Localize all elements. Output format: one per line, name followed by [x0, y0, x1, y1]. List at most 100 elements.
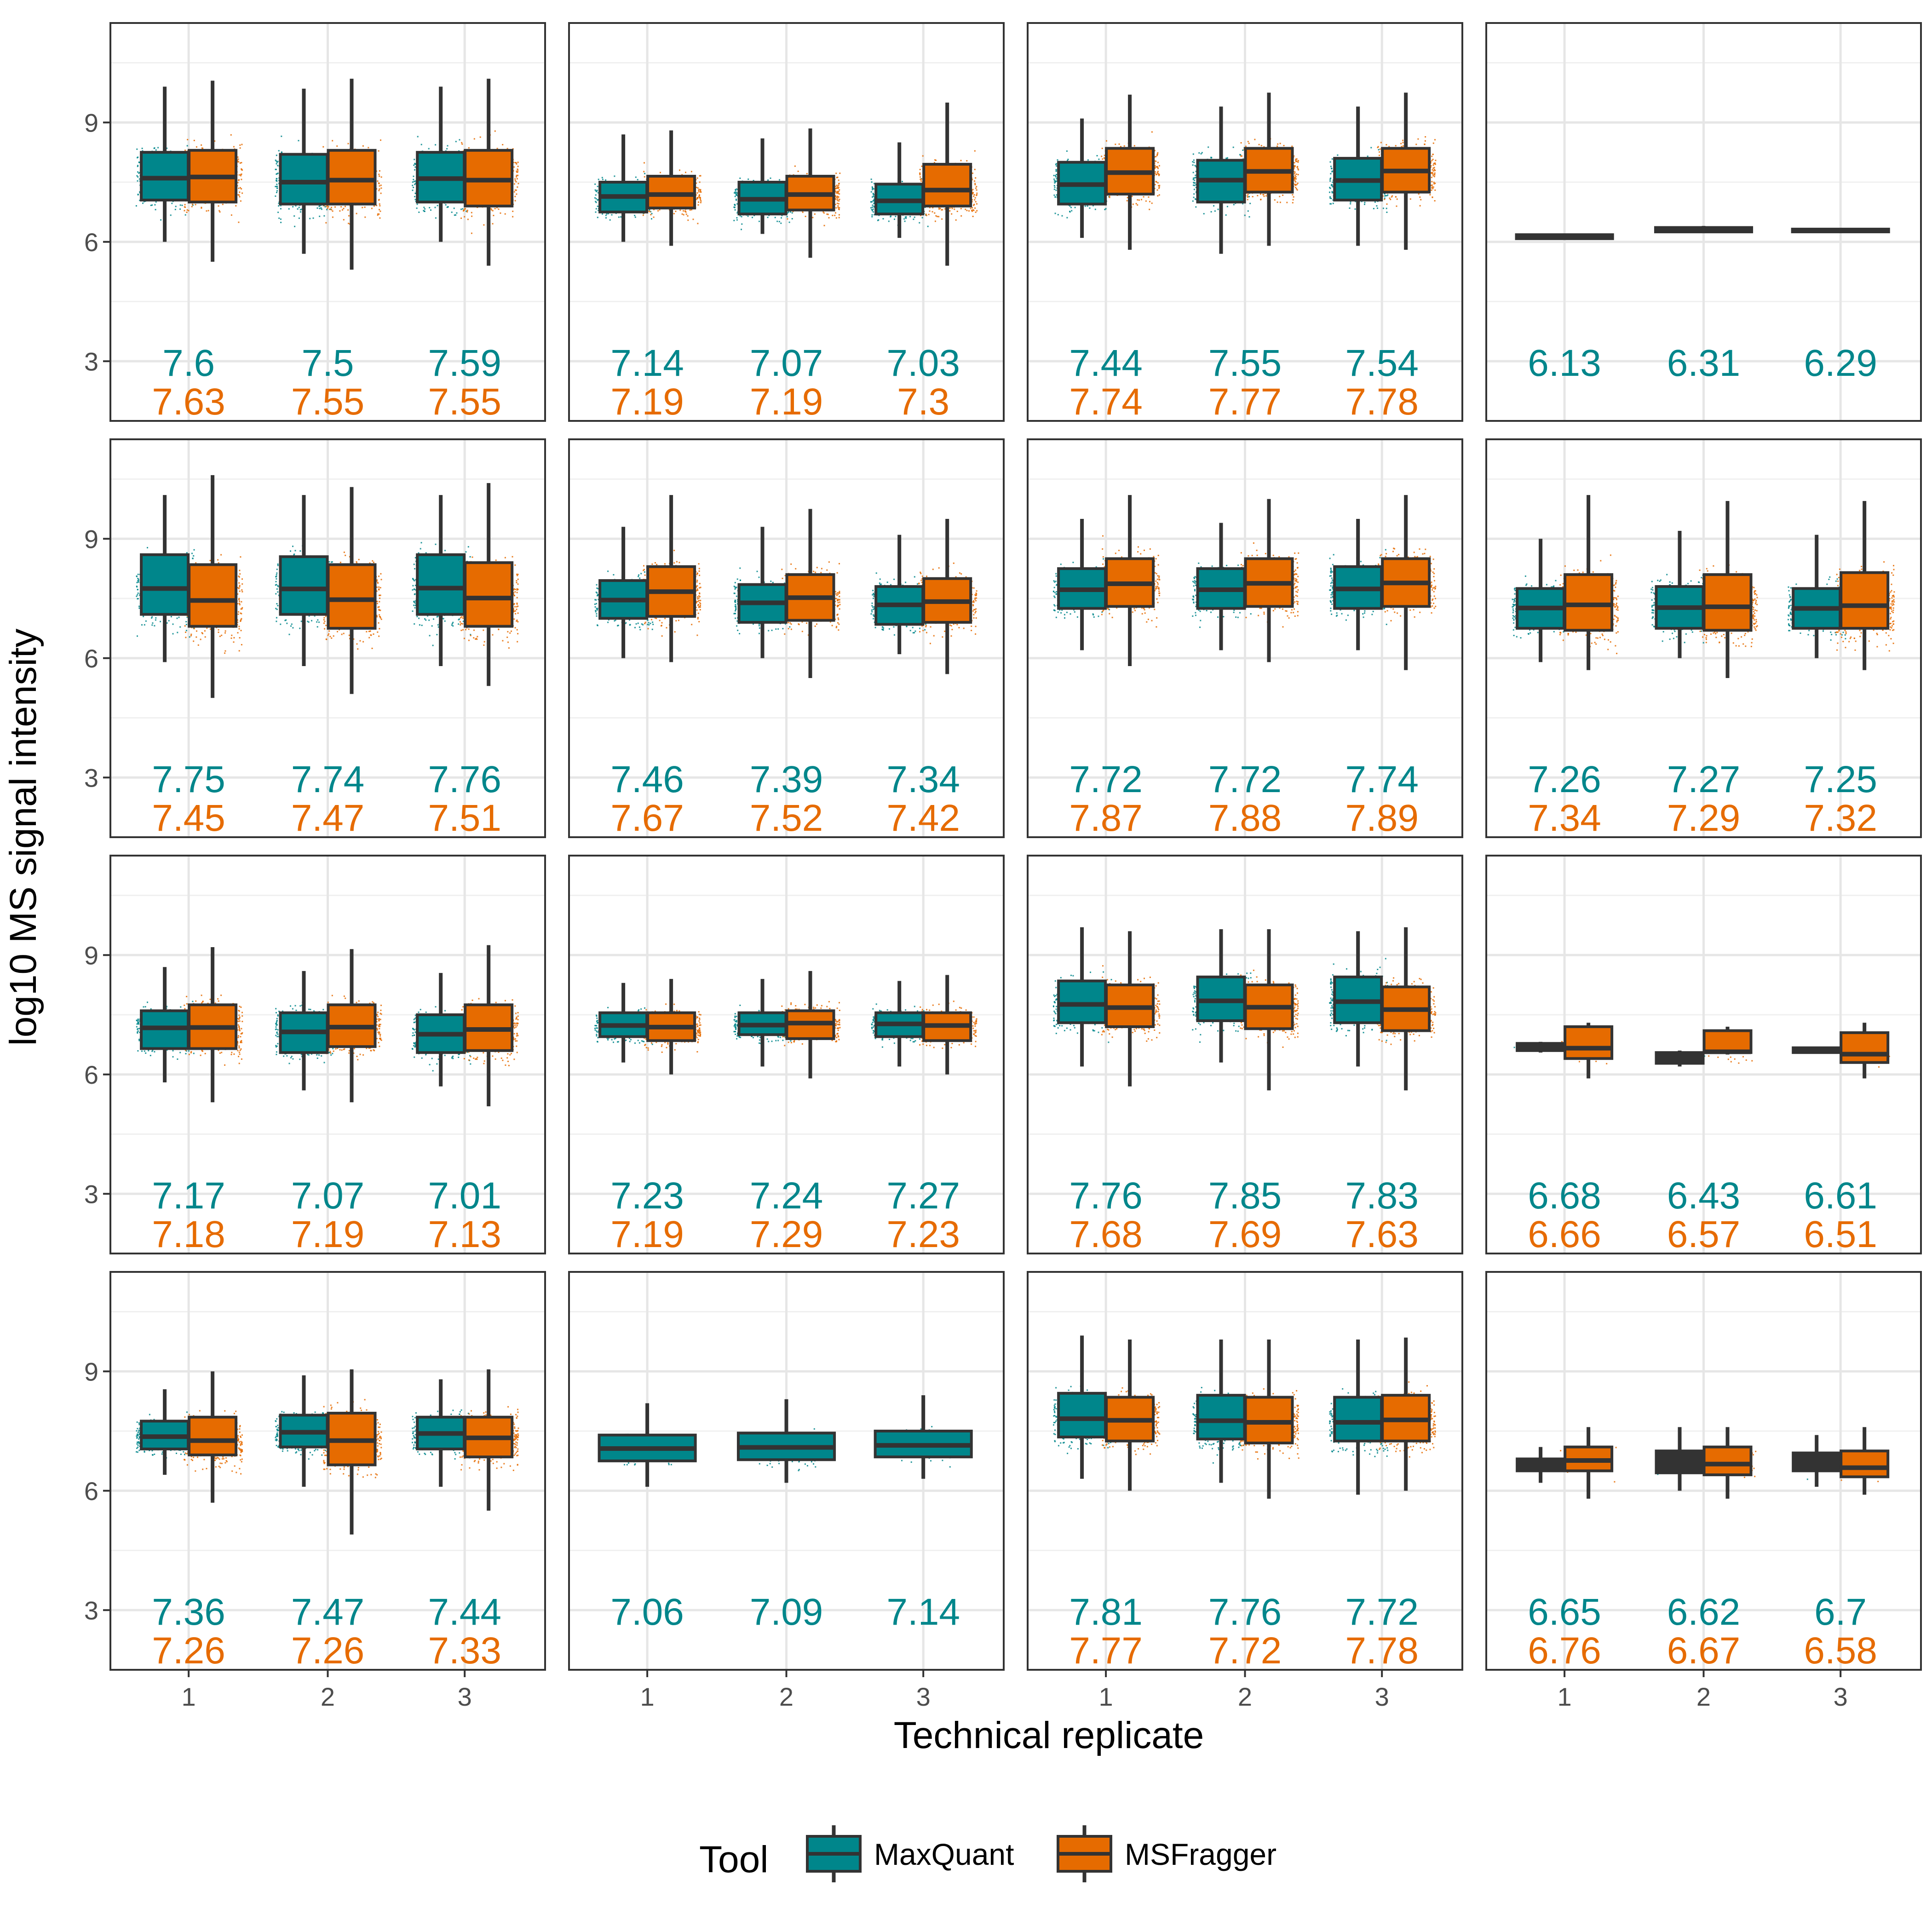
data-point: [974, 150, 976, 152]
data-point: [377, 180, 379, 182]
data-point: [467, 218, 469, 220]
data-point: [380, 192, 382, 194]
data-point: [377, 214, 379, 216]
data-point: [464, 216, 466, 218]
data-point: [428, 148, 430, 150]
data-point: [239, 191, 241, 193]
data-point: [336, 145, 338, 147]
data-point: [838, 217, 840, 218]
data-point: [871, 214, 873, 216]
data-point: [155, 201, 157, 203]
data-point: [494, 130, 496, 132]
data-point: [660, 172, 661, 173]
data-point: [735, 193, 736, 195]
data-point: [491, 209, 493, 211]
data-point: [238, 194, 240, 196]
data-point: [788, 211, 789, 213]
data-point: [741, 229, 742, 230]
data-point: [506, 148, 508, 150]
data-point: [348, 223, 349, 224]
data-point: [454, 214, 455, 216]
data-point: [299, 209, 301, 211]
data-point: [238, 174, 240, 176]
data-point: [919, 169, 921, 170]
data-point: [502, 144, 504, 145]
data-point: [455, 214, 457, 216]
data-point: [298, 207, 300, 208]
data-point: [155, 209, 156, 211]
data-point: [675, 210, 677, 212]
data-point: [278, 150, 280, 152]
data-point: [294, 225, 296, 227]
data-point: [434, 207, 436, 208]
data-point: [914, 216, 915, 218]
data-point: [913, 218, 914, 220]
data-point: [280, 218, 282, 220]
data-point: [650, 214, 652, 216]
data-point: [446, 148, 448, 150]
data-point: [242, 192, 243, 194]
data-point: [460, 208, 462, 210]
data-point: [196, 146, 197, 148]
data-point: [424, 208, 426, 210]
data-point: [276, 173, 277, 175]
data-point: [838, 208, 840, 210]
data-point: [206, 210, 207, 212]
data-point: [929, 210, 931, 212]
data-point: [379, 209, 380, 211]
data-point: [515, 162, 517, 164]
data-point: [418, 211, 420, 213]
median-label-maxquant: 7.5: [302, 342, 354, 384]
data-point: [814, 213, 816, 215]
data-point: [490, 208, 492, 210]
data-point: [142, 202, 144, 204]
data-point: [927, 225, 929, 227]
data-point: [839, 207, 840, 209]
data-point: [781, 217, 782, 219]
data-point: [697, 204, 699, 206]
data-point: [239, 196, 241, 198]
data-point: [188, 210, 190, 212]
panel-grid: 7.67.637.57.557.597.557.147.197.077.197.…: [109, 22, 1922, 1672]
data-point: [734, 204, 736, 206]
data-point: [137, 180, 138, 182]
data-point: [498, 208, 500, 210]
data-point: [329, 208, 331, 210]
data-point: [974, 199, 976, 201]
data-point: [512, 161, 514, 163]
data-point: [634, 214, 636, 216]
data-point: [838, 214, 840, 216]
data-point: [412, 190, 414, 191]
data-point: [802, 212, 804, 213]
data-point: [299, 211, 301, 213]
data-point: [919, 222, 920, 224]
data-point: [237, 161, 239, 163]
data-point: [429, 207, 431, 208]
data-point: [195, 204, 196, 206]
data-point: [237, 194, 239, 196]
data-point: [696, 192, 698, 194]
data-point: [699, 194, 700, 196]
data-point: [936, 216, 938, 218]
data-point: [832, 214, 834, 216]
data-point: [288, 208, 290, 210]
data-point: [878, 219, 880, 221]
data-point: [736, 199, 737, 201]
data-point: [137, 157, 138, 159]
data-point: [838, 196, 840, 198]
data-point: [741, 216, 742, 218]
data-point: [597, 199, 598, 201]
data-point: [903, 218, 905, 220]
data-point: [837, 192, 838, 194]
data-point: [191, 206, 193, 207]
data-point: [595, 190, 597, 192]
data-point: [698, 201, 699, 203]
data-point: [378, 199, 380, 201]
data-point: [752, 217, 753, 218]
data-point: [207, 210, 209, 212]
data-point: [651, 213, 653, 214]
data-point: [657, 210, 659, 212]
data-point: [689, 209, 691, 211]
panel-2: 7.147.197.077.197.037.3: [568, 22, 1005, 423]
data-point: [276, 160, 277, 162]
